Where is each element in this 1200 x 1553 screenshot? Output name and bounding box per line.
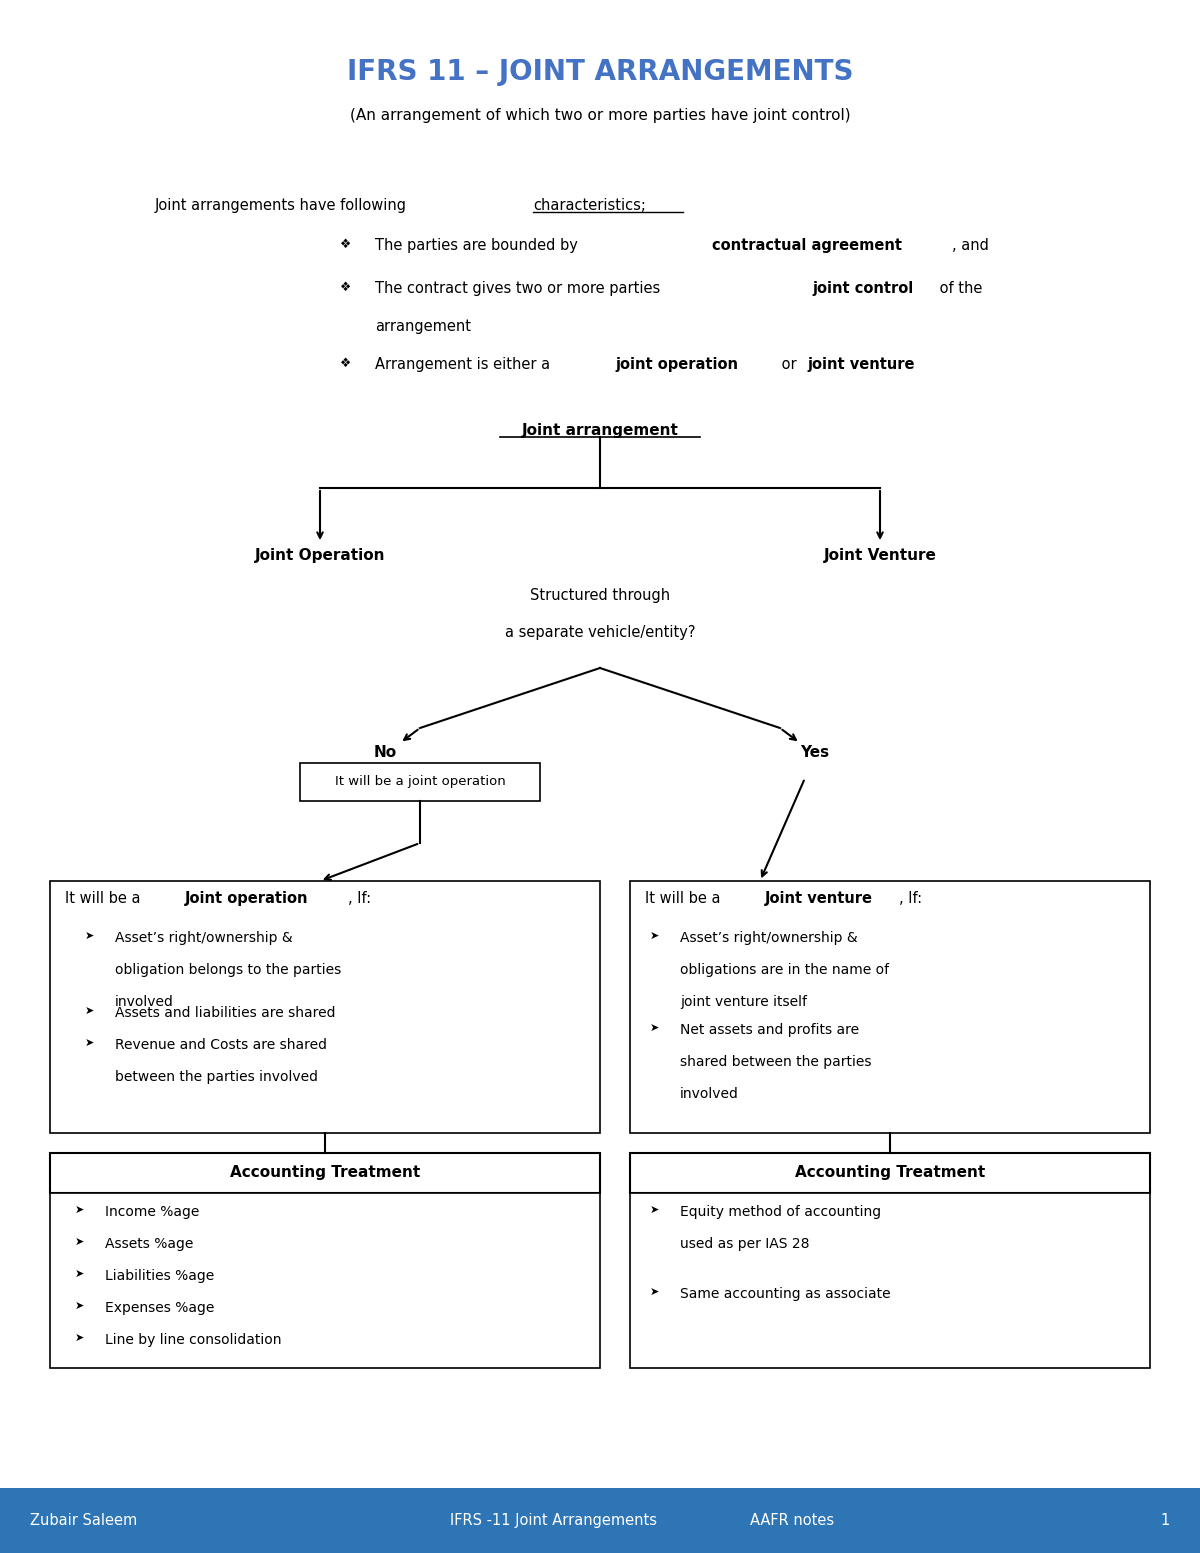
Text: It will be a joint operation: It will be a joint operation [335, 775, 505, 789]
Text: IFRS -11 Joint Arrangements: IFRS -11 Joint Arrangements [450, 1513, 658, 1528]
Text: Yes: Yes [800, 745, 829, 759]
Text: Joint Venture: Joint Venture [823, 548, 936, 564]
Text: (An arrangement of which two or more parties have joint control): (An arrangement of which two or more par… [349, 109, 851, 123]
Text: ➤: ➤ [85, 1037, 95, 1048]
FancyBboxPatch shape [630, 1152, 1150, 1193]
Text: Income %age: Income %age [106, 1205, 199, 1219]
Text: used as per IAS 28: used as per IAS 28 [680, 1238, 810, 1252]
Text: Line by line consolidation: Line by line consolidation [106, 1332, 282, 1346]
Text: characteristics;: characteristics; [533, 197, 646, 213]
Text: ➤: ➤ [74, 1205, 84, 1214]
Text: ➤: ➤ [650, 1205, 659, 1214]
FancyBboxPatch shape [300, 763, 540, 801]
Text: Asset’s right/ownership &: Asset’s right/ownership & [115, 930, 293, 944]
Text: Liabilities %age: Liabilities %age [106, 1269, 215, 1283]
Text: ➤: ➤ [650, 930, 659, 941]
FancyBboxPatch shape [50, 1152, 600, 1193]
Text: arrangement: arrangement [374, 318, 470, 334]
Text: Joint Operation: Joint Operation [254, 548, 385, 564]
Text: Expenses %age: Expenses %age [106, 1301, 215, 1315]
Text: ➤: ➤ [650, 1023, 659, 1033]
Text: ➤: ➤ [74, 1238, 84, 1247]
Text: The contract gives two or more parties: The contract gives two or more parties [374, 281, 665, 297]
FancyBboxPatch shape [0, 1488, 1200, 1553]
Text: Assets %age: Assets %age [106, 1238, 193, 1252]
FancyBboxPatch shape [50, 1193, 600, 1368]
Text: ❖: ❖ [340, 238, 352, 252]
Text: a separate vehicle/entity?: a separate vehicle/entity? [505, 624, 695, 640]
Text: ➤: ➤ [85, 930, 95, 941]
Text: between the parties involved: between the parties involved [115, 1070, 318, 1084]
Text: shared between the parties: shared between the parties [680, 1054, 871, 1068]
Text: joint control: joint control [812, 281, 913, 297]
Text: ➤: ➤ [74, 1269, 84, 1280]
Text: Revenue and Costs are shared: Revenue and Costs are shared [115, 1037, 326, 1051]
Text: Net assets and profits are: Net assets and profits are [680, 1023, 859, 1037]
Text: Equity method of accounting: Equity method of accounting [680, 1205, 881, 1219]
Text: of the: of the [935, 281, 983, 297]
Text: involved: involved [115, 995, 174, 1009]
Text: Accounting Treatment: Accounting Treatment [794, 1165, 985, 1180]
Text: ❖: ❖ [340, 281, 352, 294]
Text: , and: , and [952, 238, 989, 253]
Text: Joint operation: Joint operation [185, 891, 308, 905]
FancyBboxPatch shape [630, 1193, 1150, 1368]
Text: obligation belongs to the parties: obligation belongs to the parties [115, 963, 341, 977]
Text: joint operation: joint operation [616, 357, 738, 373]
Text: contractual agreement: contractual agreement [712, 238, 902, 253]
Text: Joint arrangement: Joint arrangement [522, 422, 678, 438]
Text: The parties are bounded by: The parties are bounded by [374, 238, 582, 253]
FancyBboxPatch shape [630, 881, 1150, 1134]
Text: Accounting Treatment: Accounting Treatment [230, 1165, 420, 1180]
Text: No: No [373, 745, 396, 759]
Text: ➤: ➤ [650, 1287, 659, 1297]
Text: Same accounting as associate: Same accounting as associate [680, 1287, 890, 1301]
Text: Arrangement is either a: Arrangement is either a [374, 357, 554, 373]
Text: IFRS 11 – JOINT ARRANGEMENTS: IFRS 11 – JOINT ARRANGEMENTS [347, 57, 853, 85]
Text: Asset’s right/ownership &: Asset’s right/ownership & [680, 930, 858, 944]
FancyBboxPatch shape [50, 881, 600, 1134]
Text: or: or [778, 357, 802, 373]
Text: ➤: ➤ [74, 1332, 84, 1343]
Text: It will be a: It will be a [646, 891, 725, 905]
Text: AAFR notes: AAFR notes [750, 1513, 834, 1528]
Text: It will be a: It will be a [65, 891, 145, 905]
Text: Zubair Saleem: Zubair Saleem [30, 1513, 137, 1528]
Text: ➤: ➤ [85, 1006, 95, 1016]
Text: 1: 1 [1160, 1513, 1170, 1528]
Text: joint venture: joint venture [808, 357, 914, 373]
Text: obligations are in the name of: obligations are in the name of [680, 963, 889, 977]
Text: , If:: , If: [348, 891, 371, 905]
Text: Joint arrangements have following: Joint arrangements have following [155, 197, 412, 213]
Text: joint venture itself: joint venture itself [680, 995, 808, 1009]
Text: Structured through: Structured through [530, 589, 670, 603]
Text: ➤: ➤ [74, 1301, 84, 1311]
Text: , If:: , If: [899, 891, 922, 905]
Text: Assets and liabilities are shared: Assets and liabilities are shared [115, 1006, 336, 1020]
Text: ❖: ❖ [340, 357, 352, 370]
Text: Joint venture: Joint venture [766, 891, 874, 905]
Text: involved: involved [680, 1087, 739, 1101]
